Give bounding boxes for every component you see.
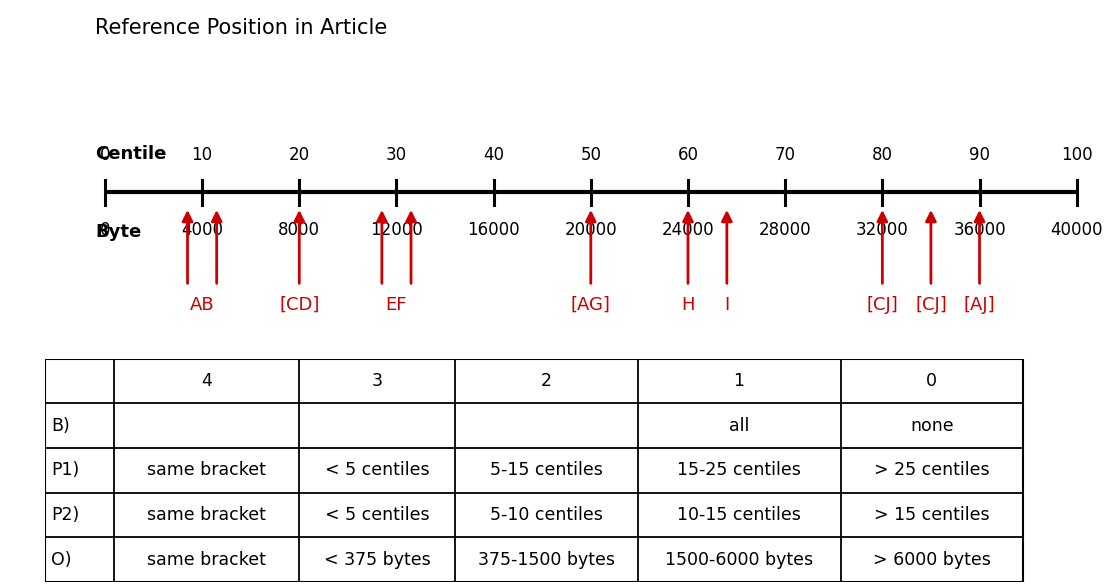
Text: I: I: [725, 296, 729, 314]
Text: Centile: Centile: [95, 145, 167, 163]
Text: 5-15 centiles: 5-15 centiles: [491, 462, 603, 479]
Text: 15-25 centiles: 15-25 centiles: [678, 462, 801, 479]
Text: [CD]: [CD]: [279, 296, 319, 314]
Text: > 15 centiles: > 15 centiles: [874, 506, 990, 524]
Text: 10: 10: [192, 146, 213, 165]
Text: 0: 0: [100, 221, 110, 239]
Text: same bracket: same bracket: [147, 551, 265, 569]
Text: 375-1500 bytes: 375-1500 bytes: [478, 551, 615, 569]
Text: [AG]: [AG]: [571, 296, 610, 314]
Text: 8000: 8000: [278, 221, 320, 239]
Text: 40000: 40000: [1051, 221, 1103, 239]
Text: 4000: 4000: [181, 221, 223, 239]
Text: 0: 0: [100, 146, 110, 165]
Text: 30: 30: [386, 146, 407, 165]
Text: 4: 4: [200, 372, 212, 390]
Text: all: all: [729, 417, 749, 435]
Text: < 5 centiles: < 5 centiles: [325, 506, 429, 524]
Text: Byte: Byte: [95, 223, 141, 241]
Text: [CJ]: [CJ]: [915, 296, 946, 314]
Text: 50: 50: [580, 146, 601, 165]
Text: P2): P2): [52, 506, 80, 524]
Text: 3: 3: [372, 372, 383, 390]
Text: O): O): [52, 551, 72, 569]
Text: 0: 0: [926, 372, 937, 390]
Text: 1500-6000 bytes: 1500-6000 bytes: [665, 551, 813, 569]
Text: 5-10 centiles: 5-10 centiles: [491, 506, 603, 524]
Text: < 5 centiles: < 5 centiles: [325, 462, 429, 479]
Text: > 6000 bytes: > 6000 bytes: [872, 551, 991, 569]
Text: 20000: 20000: [564, 221, 617, 239]
Text: 20: 20: [289, 146, 310, 165]
Text: [AJ]: [AJ]: [963, 296, 996, 314]
Text: 10-15 centiles: 10-15 centiles: [678, 506, 801, 524]
Text: < 375 bytes: < 375 bytes: [324, 551, 430, 569]
Text: > 25 centiles: > 25 centiles: [874, 462, 990, 479]
Text: 32000: 32000: [856, 221, 908, 239]
Text: 12000: 12000: [370, 221, 423, 239]
Text: 16000: 16000: [467, 221, 520, 239]
Text: 60: 60: [678, 146, 699, 165]
Text: 1: 1: [734, 372, 745, 390]
Text: [CJ]: [CJ]: [867, 296, 898, 314]
Text: same bracket: same bracket: [147, 506, 265, 524]
Text: 24000: 24000: [662, 221, 715, 239]
Text: none: none: [909, 417, 953, 435]
Text: B): B): [52, 417, 69, 435]
Text: EF: EF: [385, 296, 408, 314]
Text: Reference Position in Article: Reference Position in Article: [95, 18, 388, 38]
Text: 90: 90: [969, 146, 990, 165]
Text: 28000: 28000: [759, 221, 812, 239]
Text: 36000: 36000: [953, 221, 1006, 239]
Text: 2: 2: [541, 372, 552, 390]
Text: 80: 80: [871, 146, 893, 165]
Text: same bracket: same bracket: [147, 462, 265, 479]
Text: 40: 40: [483, 146, 504, 165]
Text: 70: 70: [775, 146, 795, 165]
Text: 100: 100: [1061, 146, 1092, 165]
Text: AB: AB: [189, 296, 214, 314]
Text: P1): P1): [52, 462, 80, 479]
Text: H: H: [681, 296, 694, 314]
